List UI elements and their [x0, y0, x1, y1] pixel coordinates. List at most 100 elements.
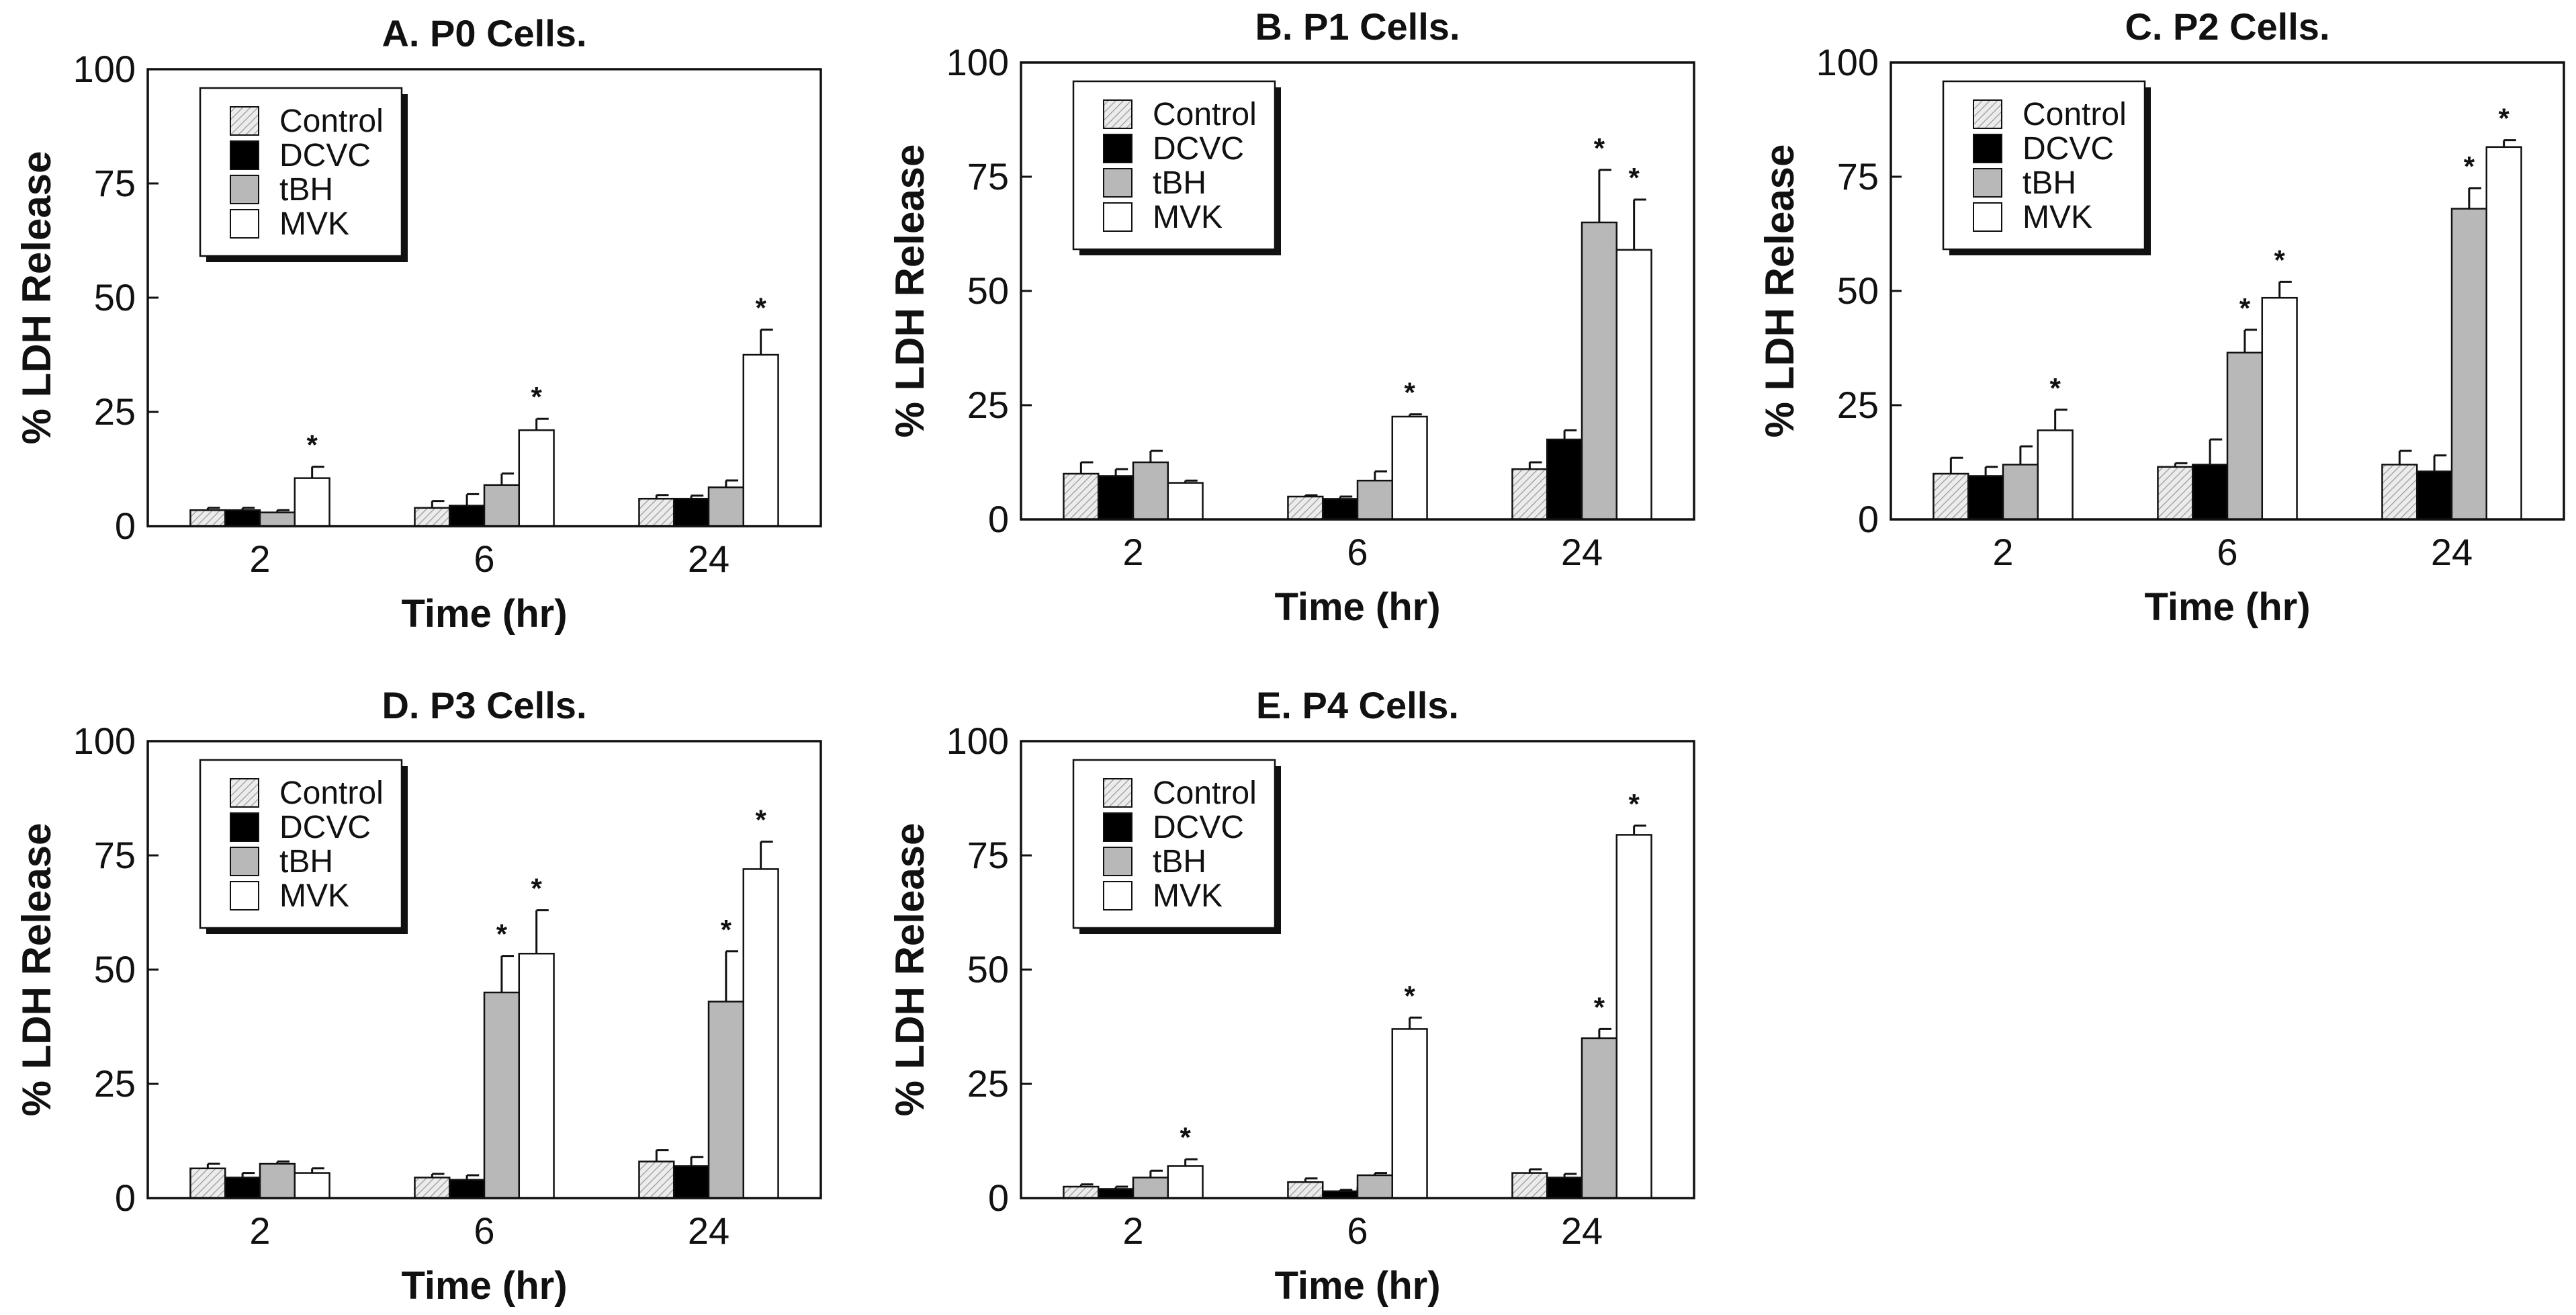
- x-tick-label: 6: [1347, 1210, 1368, 1252]
- bar-tbh: [259, 1162, 296, 1199]
- legend-label: DCVC: [279, 810, 371, 845]
- bar-dcvc: [1321, 498, 1359, 521]
- legend-swatch-mvk: [1973, 202, 2002, 232]
- bar-mvk: [742, 868, 779, 1199]
- bar-mvk: [1615, 834, 1652, 1199]
- bar-tbh: [1356, 479, 1394, 521]
- legend-swatch-dcvc: [230, 140, 259, 170]
- significance-marker: *: [496, 919, 508, 950]
- bar-dcvc: [224, 1177, 261, 1199]
- legend-swatch-tbh: [230, 847, 259, 876]
- legend-label: MVK: [1153, 200, 1223, 235]
- bar-mvk: [2485, 146, 2522, 521]
- bar-control: [414, 507, 451, 527]
- chart-title: D. P3 Cells.: [382, 684, 586, 726]
- legend-label: Control: [1153, 97, 1257, 132]
- legend-swatch-control: [1973, 99, 2002, 129]
- significance-marker: *: [1628, 162, 1640, 194]
- x-tick-label: 6: [2217, 531, 2237, 573]
- bar-control: [1063, 472, 1100, 521]
- x-axis-label: Time (hr): [1274, 1264, 1440, 1308]
- bar-control: [1511, 468, 1548, 521]
- legend-label: tBH: [1153, 844, 1206, 880]
- legend-label: DCVC: [1153, 131, 1244, 167]
- y-axis-label: % LDH Release: [14, 823, 59, 1117]
- x-axis-label: Time (hr): [401, 592, 567, 636]
- chart-panel-1: A. P0 Cells. % LDH Release Time (hr) 0 25 50 7…: [14, 12, 822, 636]
- bar-mvk: [1391, 415, 1428, 521]
- x-tick-label: 6: [474, 538, 494, 580]
- bar-dcvc: [672, 497, 710, 527]
- bar-mvk: [294, 477, 330, 527]
- x-tick-label: 2: [249, 1210, 270, 1252]
- bar-dcvc: [448, 1179, 486, 1199]
- legend-swatch-tbh: [230, 175, 259, 204]
- legend-swatch-dcvc: [230, 812, 259, 842]
- legend-label: tBH: [279, 844, 333, 880]
- x-tick-label: 24: [1561, 1210, 1603, 1252]
- bar-control: [2157, 466, 2194, 521]
- x-tick-label: 2: [249, 538, 270, 580]
- plot-frame: [1890, 61, 2565, 521]
- y-tick-label: 0: [1858, 498, 1879, 540]
- bar-mvk: [294, 1172, 330, 1199]
- bar-dcvc: [1097, 475, 1135, 521]
- legend-swatch-tbh: [1973, 168, 2002, 198]
- y-tick-label: 25: [1837, 384, 1879, 426]
- x-tick-label: 6: [1347, 531, 1368, 573]
- x-axis-label: Time (hr): [401, 1264, 567, 1308]
- y-tick-label: 25: [967, 384, 1009, 426]
- y-tick-label: 75: [94, 834, 136, 876]
- y-tick-label: 75: [967, 155, 1009, 198]
- y-tick-label: 0: [988, 1177, 1009, 1219]
- legend-swatch-mvk: [230, 209, 259, 239]
- significance-marker: *: [2049, 372, 2061, 404]
- bar-tbh: [2450, 208, 2488, 521]
- x-axis-label: Time (hr): [1274, 585, 1440, 629]
- bar-control: [2381, 464, 2418, 521]
- legend-swatch-control: [1103, 99, 1132, 129]
- bar-tbh: [259, 511, 296, 527]
- x-tick-label: 24: [1561, 531, 1603, 573]
- chart-panel-2: B. P1 Cells. % LDH Release Time (hr) 0 25 50 7…: [887, 5, 1695, 629]
- bar-control: [189, 1167, 226, 1199]
- legend-swatch-tbh: [1103, 168, 1132, 198]
- y-tick-label: 100: [946, 41, 1009, 83]
- x-axis-label: Time (hr): [2144, 585, 2310, 629]
- significance-marker: *: [755, 292, 766, 324]
- bar-dcvc: [672, 1165, 710, 1199]
- legend-label: MVK: [1153, 878, 1223, 914]
- y-tick-label: 50: [967, 269, 1009, 312]
- chart-title: E. P4 Cells.: [1256, 684, 1459, 726]
- y-tick-label: 50: [1837, 269, 1879, 312]
- y-tick-label: 25: [967, 1062, 1009, 1105]
- bar-control: [638, 1160, 675, 1199]
- chart-title: B. P1 Cells.: [1255, 5, 1460, 48]
- significance-marker: *: [306, 429, 318, 461]
- x-tick-label: 24: [688, 538, 729, 580]
- bar-dcvc: [448, 505, 486, 527]
- legend-swatch-control: [1103, 778, 1132, 808]
- plot-frame: [146, 68, 822, 527]
- significance-marker: *: [1594, 991, 1605, 1023]
- legend-label: tBH: [279, 172, 333, 208]
- legend-label: tBH: [2023, 165, 2076, 201]
- y-tick-label: 0: [115, 505, 136, 547]
- legend-label: Control: [2023, 97, 2127, 132]
- bar-mvk: [742, 353, 779, 527]
- bar-tbh: [1132, 1177, 1169, 1199]
- bar-tbh: [707, 1001, 745, 1199]
- significance-marker: *: [1404, 377, 1415, 409]
- bar-control: [1287, 495, 1324, 521]
- bar-mvk: [1615, 249, 1652, 521]
- plot-frame: [1020, 740, 1695, 1199]
- y-tick-label: 25: [94, 390, 136, 433]
- y-tick-label: 100: [1816, 41, 1879, 83]
- bar-tbh: [1581, 221, 1618, 521]
- bar-dcvc: [2191, 464, 2229, 521]
- significance-marker: *: [1180, 1121, 1191, 1153]
- bar-tbh: [483, 991, 521, 1199]
